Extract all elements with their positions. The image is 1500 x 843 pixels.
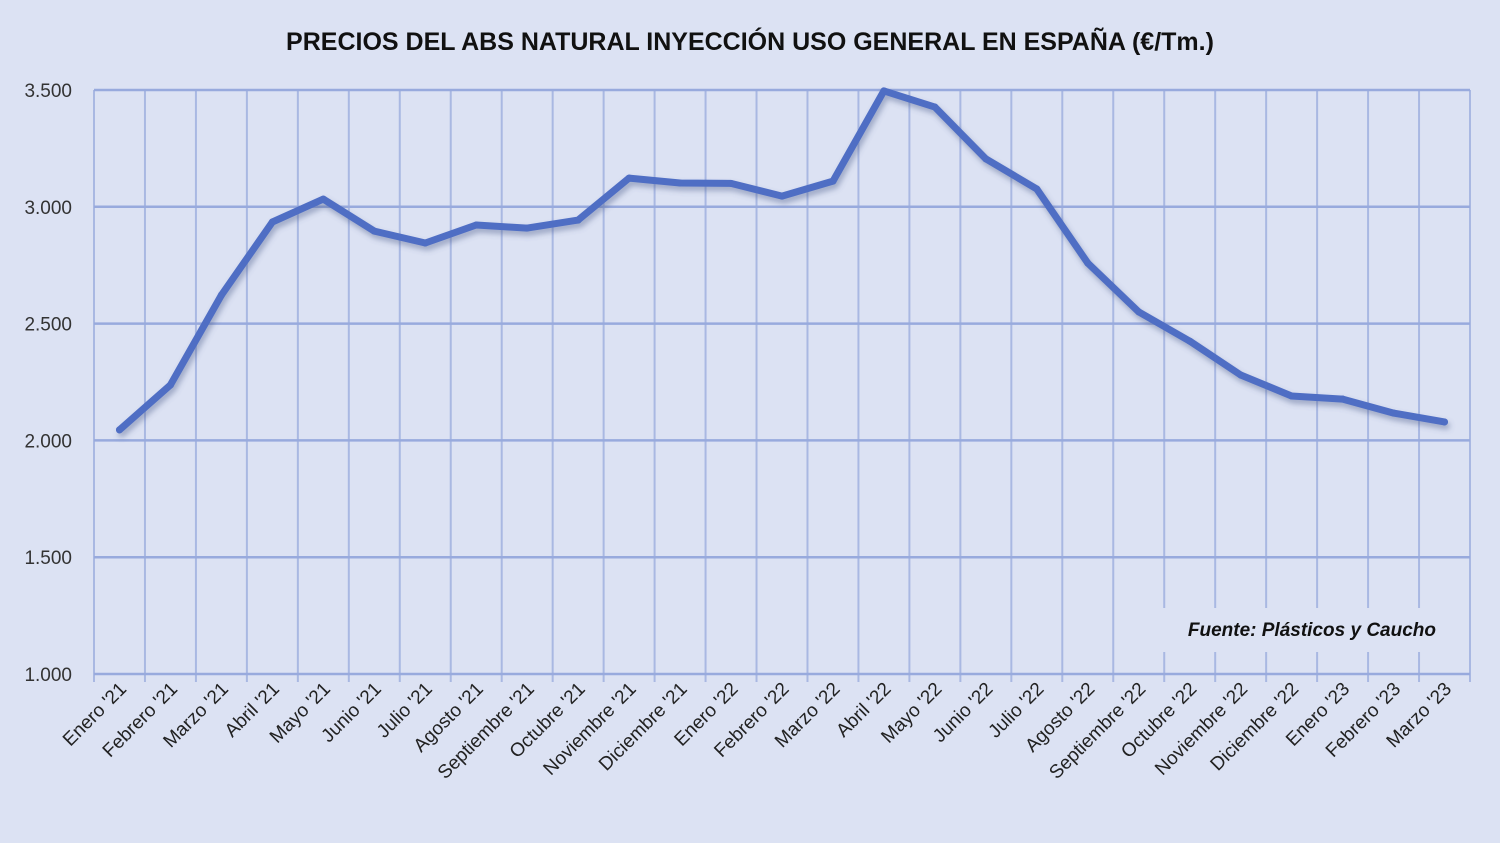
y-tick-label: 1.000 xyxy=(24,665,72,686)
x-tick-label: Diciembre '22 xyxy=(1207,679,1304,776)
price-series-line xyxy=(116,87,1448,434)
y-axis: 1.000 1.500 2.000 2.500 3.000 3.500 xyxy=(24,81,72,686)
data-point xyxy=(880,87,888,95)
data-point xyxy=(523,224,531,232)
y-tick-label: 3.000 xyxy=(24,198,72,219)
data-point xyxy=(217,291,225,299)
data-point xyxy=(625,174,633,182)
x-tick-label: Diciembre '21 xyxy=(595,679,692,776)
data-point xyxy=(1339,395,1347,403)
gridlines xyxy=(93,88,1471,682)
series-layer xyxy=(115,87,1449,434)
data-point xyxy=(1237,371,1245,379)
data-point xyxy=(1441,418,1449,426)
data-point xyxy=(1288,392,1296,400)
data-point xyxy=(574,216,582,224)
chart-title: PRECIOS DEL ABS NATURAL INYECCIÓN USO GE… xyxy=(286,26,1214,56)
data-point xyxy=(268,218,276,226)
y-tick-label: 2.500 xyxy=(24,315,72,336)
data-point xyxy=(931,103,939,111)
data-point xyxy=(829,177,837,185)
data-point xyxy=(676,179,684,187)
source-annotation: Fuente: Plásticos y Caucho xyxy=(1188,620,1436,641)
data-point xyxy=(1186,337,1194,345)
y-tick-label: 3.500 xyxy=(24,81,72,102)
y-tick-label: 2.000 xyxy=(24,431,72,452)
data-point xyxy=(166,381,174,389)
data-point xyxy=(778,192,786,200)
source-label-background xyxy=(1162,608,1444,652)
data-point xyxy=(982,155,990,163)
data-point xyxy=(370,227,378,235)
y-tick-label: 1.500 xyxy=(24,548,72,569)
data-point xyxy=(1135,308,1143,316)
data-point xyxy=(1033,185,1041,193)
data-point xyxy=(1390,409,1398,417)
data-point xyxy=(1084,259,1092,267)
data-point xyxy=(727,179,735,187)
data-point xyxy=(319,195,327,203)
data-point xyxy=(421,239,429,247)
data-point xyxy=(472,221,480,229)
data-point xyxy=(115,426,123,434)
